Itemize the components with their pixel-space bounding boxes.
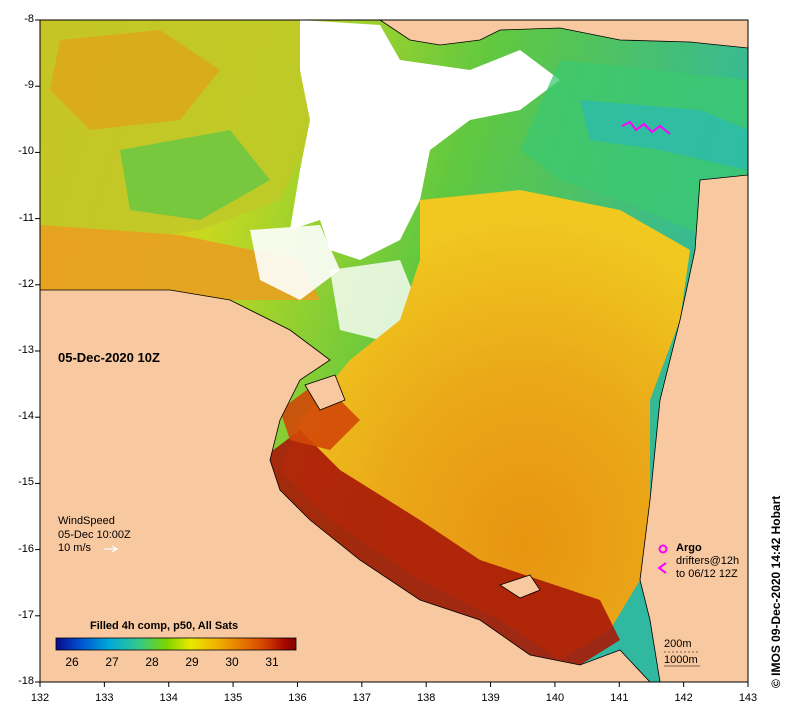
y-tick-label: -18 [18,675,34,687]
wind-arrow-head [111,545,119,553]
date-label: 05-Dec-2020 10Z [58,350,160,365]
x-tick-label: 143 [738,692,758,704]
colorbar-tick-label: 28 [145,655,159,669]
cloud-mask [290,20,560,260]
sst-patch-ne [520,60,748,250]
sst-patch-torres [580,100,748,170]
sst-patch-green [120,130,270,220]
y-tick-label: -15 [18,476,34,489]
x-tick-label: 137 [352,692,371,704]
plot-area [40,20,748,682]
argo-icon [658,544,668,554]
cloud-mask-2 [250,225,340,300]
y-tick-label: -8 [24,13,34,25]
y-tick-label: -17 [18,608,34,621]
y-tick-label: -14 [18,410,34,423]
cloud-mask-3 [330,260,420,340]
new-guinea-land [379,20,748,49]
x-tick-label: 134 [159,692,178,704]
wind-title: WindSpeed [58,515,115,527]
wind-scale: 10 m/s [58,542,92,554]
x-tick-label: 136 [288,692,307,704]
sst-patch-arnhem [40,225,320,300]
x-tick-label: 135 [223,692,243,704]
argo-label: Argo [676,542,702,554]
y-tick-label: -10 [18,145,34,158]
sst-hot-rim [260,430,620,665]
drifter-icon [657,562,667,574]
x-tick-label: 142 [674,692,693,704]
colorbar-tick-label: 30 [225,655,239,669]
colorbar-tick-label: 27 [105,655,119,669]
colorbar [55,637,297,651]
colorbar-title: Filled 4h comp, p50, All Sats [90,620,239,632]
colorbar-tick-label: 26 [65,655,79,669]
colorbar-tick-label: 29 [185,655,199,669]
x-tick-label: 141 [610,692,629,704]
x-tick-label: 138 [416,692,436,704]
argo-track [621,120,671,135]
mornington-island [499,574,541,599]
contour-200-label: 200m [664,638,692,650]
y-tick-label: -9 [24,79,34,92]
colorbar-tick-label: 31 [265,655,279,669]
x-tick-label: 139 [481,692,500,704]
credit-text: © IMOS 09-Dec-2020 14:42 Hobart [769,495,783,688]
x-tick-label: 132 [30,692,50,704]
drifters-to-label: to 06/12 12Z [676,568,738,580]
sst-patch-warm [50,30,220,130]
groote-eylandt [304,374,346,411]
arnhem-land [40,289,651,682]
sst-hot-west [280,380,360,450]
wind-time: 05-Dec 10:00Z [58,529,131,541]
axis-ticks [35,19,749,687]
y-tick-label: -13 [18,344,34,356]
y-tick-label: -16 [18,542,34,555]
y-tick-label: -12 [18,277,34,290]
cape-york-land [639,174,748,682]
drifters-label: drifters@12h [676,555,740,567]
x-tick-label: 133 [95,692,114,704]
contour-1000-label: 1000m [664,654,698,666]
y-tick-label: -11 [18,211,34,224]
x-tick-label: 140 [545,692,565,704]
